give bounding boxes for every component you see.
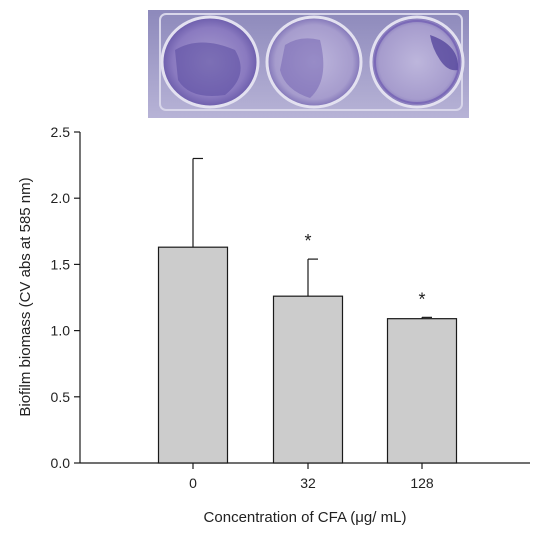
- well-3-stain: [430, 35, 459, 71]
- x-tick-label: 128: [410, 475, 434, 491]
- bar-128: [386, 318, 458, 464]
- x-axis-title: Concentration of CFA (μg/ mL): [204, 509, 407, 526]
- x-ticks: 0 32 128: [189, 463, 434, 491]
- bar-32: [272, 295, 344, 464]
- well-3-rim-stain: [374, 20, 460, 104]
- bars: **: [157, 157, 458, 464]
- y-ticks: 0.0 0.5 1.0 1.5 2.0 2.5: [51, 124, 80, 471]
- y-tick-label: 2.5: [51, 124, 71, 140]
- y-tick-label: 2.0: [51, 190, 71, 206]
- y-tick-label: 1.5: [51, 256, 71, 272]
- y-tick-label: 0.0: [51, 455, 71, 471]
- well-1-stain: [175, 42, 241, 96]
- x-tick-label: 0: [189, 475, 197, 491]
- bar-0: [157, 246, 229, 464]
- well-2: [265, 15, 363, 109]
- well-plate-photo: [148, 10, 469, 118]
- well-2-stain: [280, 38, 324, 98]
- y-axis-title: Biofilm biomass (CV abs at 585 nm): [17, 177, 34, 416]
- significance-mark-128: *: [418, 289, 425, 309]
- y-tick-label: 0.5: [51, 389, 71, 405]
- x-tick-label: 32: [300, 475, 316, 491]
- significance-mark-32: *: [304, 231, 311, 251]
- y-tick-label: 1.0: [51, 323, 71, 339]
